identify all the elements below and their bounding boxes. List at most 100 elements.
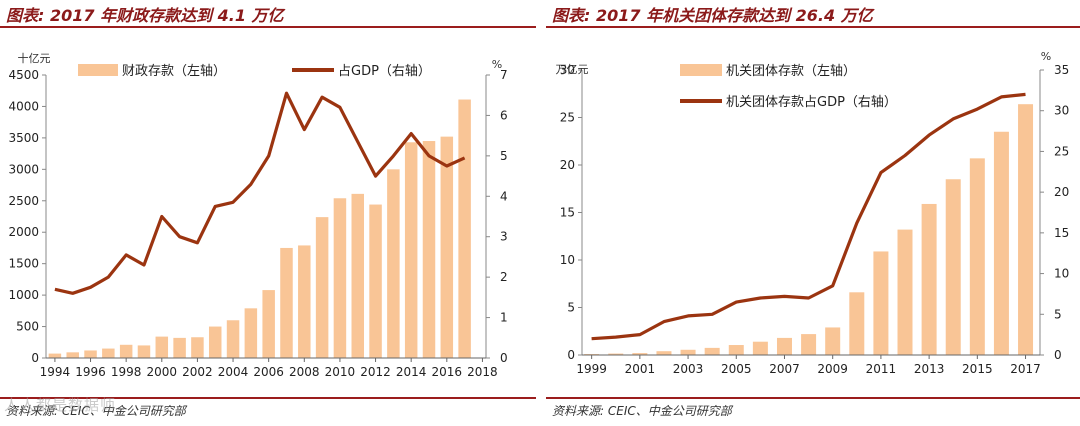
- chart-title: 图表: 2017 年财政存款达到 4.1 万亿: [6, 6, 284, 25]
- y-unit-right: %: [1041, 50, 1051, 63]
- y-unit-left: 十亿元: [18, 51, 51, 65]
- bar: [173, 337, 186, 358]
- bar: [48, 353, 62, 358]
- line-series: [591, 92, 1026, 341]
- bar: [315, 217, 329, 358]
- y-tick-label-right: 0: [1054, 348, 1062, 362]
- bar: [84, 350, 97, 358]
- y-tick-label-left: 4000: [8, 99, 39, 113]
- bar: [680, 349, 696, 355]
- y-tick-label-left: 2500: [8, 194, 39, 208]
- title-rule: [0, 26, 536, 28]
- x-tick-label: 2014: [396, 365, 427, 379]
- chart-title: 图表: 2017 年机关团体存款达到 26.4 万亿: [552, 6, 873, 25]
- y-tick-label-right: 6: [500, 108, 508, 122]
- y-unit-right: %: [492, 58, 502, 71]
- chart-canvas: 0 500 1000 1500 2000 2500 3000 3500 4000 4500 0 1 2 3…: [8, 51, 508, 379]
- y-tick-label-right: 35: [1054, 63, 1069, 77]
- legend-bar-label: 财政存款（左轴）: [122, 64, 226, 79]
- y-tick-label-left: 1500: [8, 257, 39, 271]
- y-tick-label-right: 30: [1054, 104, 1069, 118]
- x-tick-label: 2001: [625, 362, 656, 376]
- bar: [387, 169, 400, 358]
- source-rule: [546, 397, 1080, 399]
- bar: [333, 198, 347, 358]
- x-tick-label: 1996: [75, 365, 106, 379]
- chart-canvas: 0 5 10 15 20 25 30 0 5 10 15 20 25 30 35 万亿元% 1999 2001 20…: [556, 50, 1070, 376]
- x-tick-label: 2011: [866, 362, 897, 376]
- watermark: 人人都是数据师: [4, 396, 117, 414]
- y-unit-left: 万亿元: [556, 63, 589, 76]
- x-tick-label: 2006: [253, 365, 284, 379]
- legend-bar-label: 机关团体存款（左轴）: [726, 64, 856, 79]
- x-tick-label: 2003: [673, 362, 704, 376]
- bar: [776, 337, 792, 355]
- y-tick-label-right: 3: [500, 230, 508, 244]
- bar: [969, 158, 985, 355]
- x-tick-label: 2013: [914, 362, 945, 376]
- y-tick-label-right: 2: [500, 270, 508, 284]
- y-tick-label-left: 5: [567, 301, 575, 315]
- y-tick-label-left: 3500: [8, 131, 39, 145]
- x-tick-label: 1999: [576, 362, 607, 376]
- bar: [351, 193, 364, 358]
- bar: [119, 344, 133, 358]
- y-tick-label-right: 7: [500, 68, 508, 82]
- bar: [440, 136, 454, 358]
- y-tick-label-left: 3000: [8, 162, 39, 176]
- bar: [298, 245, 311, 358]
- y-tick-label-right: 4: [500, 189, 508, 203]
- y-tick-label-right: 15: [1054, 226, 1069, 240]
- bar: [752, 341, 768, 355]
- bar: [226, 320, 240, 358]
- x-tick-label: 2009: [817, 362, 848, 376]
- legend-bar-swatch: [78, 64, 118, 76]
- x-tick-label: 2004: [218, 365, 249, 379]
- chart-panel-right: 图表: 2017 年机关团体存款达到 26.4 万亿 0 5 10 15 20 25 30 0…: [546, 0, 1080, 426]
- bar: [155, 336, 169, 358]
- line-series: [54, 91, 466, 295]
- y-tick-label-right: 5: [1054, 307, 1062, 321]
- x-tick-label: 2010: [325, 365, 356, 379]
- source-rule: [0, 397, 536, 399]
- y-tick-label-left: 500: [16, 320, 39, 334]
- bar: [369, 204, 382, 358]
- bar: [608, 353, 624, 355]
- bar: [728, 345, 744, 355]
- bar: [704, 347, 720, 355]
- y-tick-label-left: 20: [560, 158, 575, 172]
- bar: [656, 351, 672, 355]
- y-tick-label-right: 20: [1054, 185, 1069, 199]
- x-tick-label: 2018: [467, 365, 498, 379]
- source-note: 资料来源: CEIC、中金公司研究部: [6, 404, 186, 418]
- y-tick-label-right: 10: [1054, 267, 1069, 281]
- x-tick-label: 2000: [147, 365, 178, 379]
- y-tick-label-right: 0: [500, 351, 508, 365]
- bar: [244, 308, 258, 358]
- bar: [849, 292, 865, 355]
- x-tick-label: 2002: [182, 365, 213, 379]
- bar: [404, 142, 418, 358]
- bar: [825, 327, 841, 355]
- y-tick-label-right: 1: [500, 311, 508, 325]
- y-tick-label-left: 25: [560, 111, 575, 125]
- y-tick-label-left: 30: [560, 63, 575, 77]
- legend-line-label: 机关团体存款占GDP（右轴）: [726, 95, 897, 110]
- bar: [458, 99, 471, 358]
- y-tick-label-left: 2000: [8, 225, 39, 239]
- bar: [66, 352, 79, 358]
- bar: [945, 179, 961, 355]
- x-tick-label: 2005: [721, 362, 752, 376]
- y-tick-label-left: 15: [560, 206, 575, 220]
- bar: [801, 334, 817, 355]
- y-tick-label-left: 10: [560, 253, 575, 267]
- x-tick-label: 1998: [111, 365, 142, 379]
- bar: [993, 131, 1009, 355]
- x-tick-label: 2012: [360, 365, 391, 379]
- source-note: 资料来源: CEIC、中金公司研究部: [552, 404, 732, 418]
- x-tick-label: 2015: [962, 362, 993, 376]
- bar: [632, 353, 648, 355]
- bar: [897, 229, 913, 355]
- y-tick-label-left: 4500: [8, 68, 39, 82]
- bar: [921, 203, 937, 355]
